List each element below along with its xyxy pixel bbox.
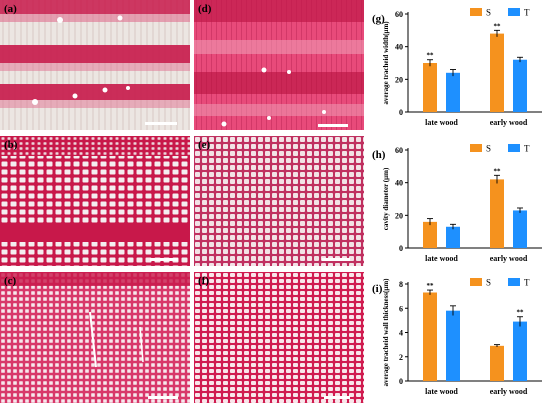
micrograph-b-image bbox=[0, 136, 190, 266]
micrograph-e: (e) bbox=[194, 136, 364, 266]
bar-S-1 bbox=[490, 179, 504, 248]
micrograph-f-image bbox=[194, 272, 364, 403]
y-axis-label: average tracheid width(μm) bbox=[382, 21, 390, 105]
scale-bar bbox=[150, 258, 178, 261]
micrograph-f: (f) bbox=[194, 272, 364, 403]
bar-T-1 bbox=[513, 59, 527, 112]
y-tick-label: 2 bbox=[399, 353, 403, 362]
bar-T-0 bbox=[446, 226, 460, 248]
y-axis-label: average tracheid wall thickness(μm) bbox=[382, 278, 390, 387]
micrograph-c-image bbox=[0, 272, 190, 403]
scale-bar bbox=[148, 396, 178, 399]
panel-label-a: (a) bbox=[4, 3, 17, 15]
legend-label-T: T bbox=[524, 144, 530, 154]
y-tick-label: 20 bbox=[395, 75, 403, 84]
panel-label-c: (c) bbox=[4, 275, 17, 287]
y-tick-label: 8 bbox=[399, 280, 403, 289]
micrograph-d-image bbox=[194, 0, 364, 130]
bar-T-1 bbox=[513, 321, 527, 381]
x-tick-label: early wood bbox=[490, 118, 528, 127]
chart-panel-label: (i) bbox=[372, 283, 383, 295]
bar-S-0 bbox=[423, 63, 437, 112]
legend-label-T: T bbox=[524, 278, 530, 288]
y-tick-label: 20 bbox=[395, 211, 403, 220]
legend-label-S: S bbox=[486, 278, 491, 288]
bar-T-1 bbox=[513, 210, 527, 248]
scale-bar bbox=[318, 124, 348, 127]
legend-swatch-T bbox=[508, 8, 520, 16]
chart-panel-label: (g) bbox=[372, 13, 385, 25]
legend-swatch-S bbox=[470, 8, 482, 16]
x-tick-label: late wood bbox=[425, 254, 458, 263]
y-tick-label: 60 bbox=[395, 10, 403, 19]
y-tick-label: 0 bbox=[399, 377, 403, 386]
chart-panel-label: (h) bbox=[372, 149, 386, 161]
scale-bar bbox=[322, 258, 350, 261]
legend-swatch-S bbox=[470, 144, 482, 152]
micrograph-d: (d) bbox=[194, 0, 364, 130]
scale-bar bbox=[145, 122, 177, 125]
legend-swatch-T bbox=[508, 278, 520, 286]
y-tick-label: 4 bbox=[399, 329, 403, 338]
significance-marker: ** bbox=[494, 167, 502, 175]
panel-label-d: (d) bbox=[198, 3, 212, 15]
micrograph-a: (a) bbox=[0, 0, 190, 130]
legend-swatch-S bbox=[470, 278, 482, 286]
x-tick-label: late wood bbox=[425, 118, 458, 127]
bar-S-1 bbox=[490, 33, 504, 112]
bar-T-0 bbox=[446, 72, 460, 112]
micrograph-e-image bbox=[194, 136, 364, 266]
x-tick-label: early wood bbox=[490, 254, 528, 263]
y-tick-label: 40 bbox=[395, 179, 403, 188]
y-tick-label: 0 bbox=[399, 244, 403, 253]
micrograph-a-image bbox=[0, 0, 190, 130]
significance-marker: ** bbox=[427, 52, 435, 60]
scale-bar bbox=[324, 396, 350, 399]
significance-marker: ** bbox=[517, 309, 525, 317]
bar-S-1 bbox=[490, 345, 504, 381]
legend-label-S: S bbox=[486, 144, 491, 154]
bar-S-0 bbox=[423, 292, 437, 381]
legend-swatch-T bbox=[508, 144, 520, 152]
y-tick-label: 60 bbox=[395, 146, 403, 155]
bar-chart-g: (g) 0 20 40 60 average tracheid width(μm) ** la… bbox=[372, 8, 542, 127]
micrograph-b: (b) bbox=[0, 136, 190, 266]
panel-label-e: (e) bbox=[198, 139, 211, 151]
bar-T-0 bbox=[446, 310, 460, 381]
significance-marker: ** bbox=[427, 282, 435, 290]
bar-chart-h: (h) 0 20 40 60 cavity diameter (μm) late wood *… bbox=[372, 144, 542, 263]
bar-chart-i: (i) 0 2 4 6 8 average tracheid wall thickness(… bbox=[372, 278, 542, 396]
legend-label-S: S bbox=[486, 8, 491, 18]
legend-label-T: T bbox=[524, 8, 530, 18]
significance-marker: ** bbox=[494, 22, 502, 30]
panel-label-f: (f) bbox=[198, 275, 209, 287]
x-tick-label: early wood bbox=[490, 387, 528, 396]
y-tick-label: 40 bbox=[395, 43, 403, 52]
y-tick-label: 6 bbox=[399, 304, 403, 313]
y-axis-label: cavity diameter (μm) bbox=[382, 167, 390, 230]
x-tick-label: late wood bbox=[425, 387, 458, 396]
y-tick-label: 0 bbox=[399, 108, 403, 117]
bar-S-0 bbox=[423, 221, 437, 248]
panel-label-b: (b) bbox=[4, 139, 18, 151]
micrograph-c: (c) bbox=[0, 272, 190, 403]
